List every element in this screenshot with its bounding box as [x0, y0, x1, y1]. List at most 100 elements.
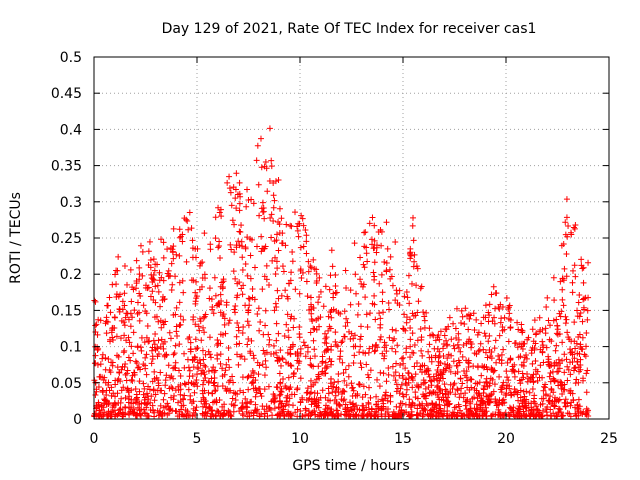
data-point: [229, 373, 236, 380]
data-point: [131, 307, 138, 314]
data-point: [213, 399, 220, 406]
data-point: [307, 355, 314, 362]
data-point: [468, 344, 475, 351]
data-point: [107, 409, 114, 416]
data-point: [434, 377, 441, 384]
data-point: [458, 385, 465, 392]
data-point: [528, 350, 535, 357]
data-point: [436, 353, 443, 360]
data-point: [480, 386, 487, 393]
data-point: [355, 300, 362, 307]
data-point: [156, 269, 163, 276]
data-point: [248, 398, 255, 405]
data-point: [475, 348, 482, 355]
y-tick-label: 0: [73, 412, 82, 428]
data-point: [491, 320, 498, 327]
data-point: [545, 317, 552, 324]
data-point: [385, 364, 392, 371]
data-point: [387, 392, 394, 399]
data-point: [561, 369, 568, 376]
data-point: [143, 371, 150, 378]
data-point: [177, 391, 184, 398]
data-point: [288, 223, 295, 230]
data-point: [311, 353, 318, 360]
data-point: [155, 380, 162, 387]
data-point: [219, 373, 226, 380]
data-point: [539, 349, 546, 356]
data-point: [277, 362, 284, 369]
data-point: [243, 203, 250, 210]
data-point: [478, 320, 485, 327]
data-point: [292, 286, 299, 293]
data-point: [181, 392, 188, 399]
data-point: [160, 396, 167, 403]
data-point: [440, 341, 447, 347]
data-point: [350, 413, 357, 420]
data-point: [569, 267, 576, 274]
data-point: [407, 343, 414, 350]
data-point: [114, 267, 121, 274]
data-point: [102, 354, 109, 361]
data-point: [553, 359, 560, 366]
data-point: [176, 252, 183, 259]
data-point: [229, 395, 236, 402]
data-point: [377, 369, 384, 376]
y-tick-label: 0.25: [51, 231, 82, 247]
data-point: [369, 214, 376, 221]
data-point: [409, 384, 416, 391]
data-point: [268, 163, 275, 170]
data-point: [581, 351, 588, 358]
data-point: [270, 391, 277, 398]
data-point: [133, 257, 140, 264]
data-point: [498, 360, 505, 367]
data-point: [145, 383, 152, 390]
data-point: [384, 406, 391, 413]
data-point: [269, 412, 276, 419]
data-point: [314, 390, 321, 397]
data-point: [200, 369, 207, 376]
data-point: [121, 322, 128, 329]
data-point: [124, 385, 131, 392]
data-point: [304, 344, 311, 351]
y-axis-label: ROTI / TECUs: [8, 192, 24, 284]
data-point: [583, 343, 590, 350]
data-point: [251, 264, 258, 271]
data-point: [435, 412, 442, 419]
data-point: [495, 304, 502, 311]
data-point: [103, 330, 110, 337]
data-point: [565, 222, 572, 229]
data-point: [277, 391, 284, 398]
data-point: [136, 378, 143, 385]
data-point: [151, 397, 158, 404]
data-point: [150, 256, 157, 263]
data-point: [529, 360, 536, 367]
data-point: [556, 365, 563, 372]
data-point: [392, 297, 399, 304]
data-point: [484, 354, 491, 361]
data-point: [351, 352, 358, 359]
data-point: [97, 373, 104, 380]
data-point: [127, 323, 134, 330]
data-point: [244, 341, 251, 348]
data-point: [371, 408, 378, 415]
data-point: [460, 341, 467, 348]
data-point: [270, 192, 277, 199]
data-point: [198, 337, 205, 344]
data-point: [185, 412, 192, 419]
data-point: [553, 316, 560, 323]
data-point: [122, 394, 129, 401]
data-point: [154, 345, 161, 352]
data-point: [569, 279, 576, 286]
data-point: [217, 206, 224, 213]
data-point: [152, 391, 159, 398]
data-point: [539, 338, 546, 345]
data-point: [472, 409, 479, 416]
data-point: [221, 321, 228, 328]
data-point: [576, 313, 583, 320]
data-point: [181, 380, 188, 387]
data-point: [425, 348, 432, 355]
data-point: [457, 390, 464, 397]
data-point: [301, 342, 308, 349]
data-point: [233, 242, 240, 249]
data-point: [473, 401, 480, 408]
